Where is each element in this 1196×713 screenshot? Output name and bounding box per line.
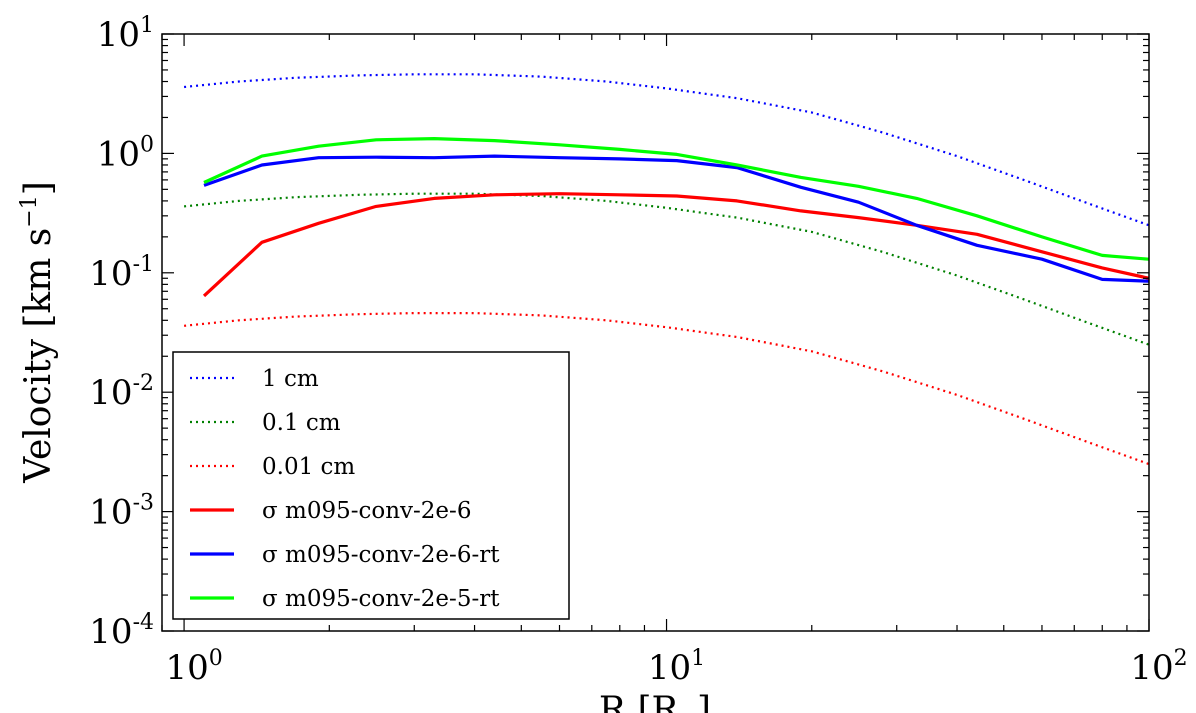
legend-label-3: σ m095-conv-2e-6 [262,498,471,524]
series-line-1 [183,192,1149,346]
x-axis-label-text: R [R [599,690,680,713]
legend-label-0: 1 cm [262,366,319,392]
y-tick-label-5: 101 [97,13,154,55]
ticks-layer: 10-4 10-3 10-2 10-1 100 101 100 101 102 [89,13,1187,688]
y-tick-label-3: 10-1 [89,252,154,294]
x-axis-label: R [R⊙] [599,690,711,713]
y-tick-label-4: 100 [97,132,154,174]
legend-label-4: σ m095-conv-2e-6-rt [262,542,500,568]
legend-label-1: 0.1 cm [262,410,341,436]
series-layer [183,73,1149,466]
legend: 1 cm 0.1 cm 0.01 cm σ m095-conv-2e-6 σ m095-… [172,351,570,620]
series-line-0 [183,73,1149,227]
series-line-3 [202,192,1149,298]
legend-label-5: σ m095-conv-2e-5-rt [262,586,500,612]
x-axis-label-close: ] [697,690,711,713]
y-tick-label-0: 10-4 [89,610,154,652]
y-axis-label-sup: −1 [17,195,42,227]
x-tick-label-2: 102 [1130,646,1187,688]
plot-frame [161,33,1150,632]
series-line-2 [183,312,1149,466]
x-tick-label-1: 101 [648,646,705,688]
y-axis-label-text: Velocity [km s [18,228,59,484]
y-axis-label-close: ] [18,181,59,195]
x-tick-label-0: 100 [165,646,222,688]
series-line-4 [203,154,1149,283]
legend-label-2: 0.01 cm [262,454,355,480]
y-axis-label: Velocity [km s−1] [17,181,59,484]
x-axis-label-sub: ⊙ [679,711,697,713]
legend-box [172,351,570,620]
y-tick-label-1: 10-3 [89,491,154,533]
y-tick-label-2: 10-2 [89,371,154,413]
series-line-5 [203,137,1149,261]
